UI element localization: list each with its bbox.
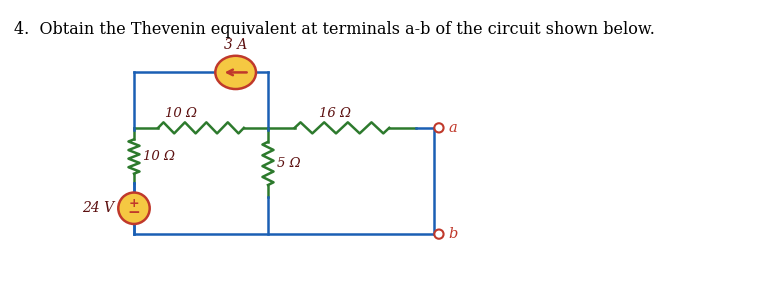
Circle shape [434, 123, 444, 132]
Text: 5 Ω: 5 Ω [278, 157, 301, 170]
Text: 24 V: 24 V [82, 201, 115, 215]
Ellipse shape [215, 56, 256, 89]
Circle shape [434, 229, 444, 239]
Circle shape [118, 193, 150, 224]
Text: 3 A: 3 A [224, 38, 248, 52]
Text: 10 Ω: 10 Ω [143, 150, 175, 163]
Text: −: − [128, 205, 141, 220]
Text: 16 Ω: 16 Ω [318, 107, 351, 119]
Text: 10 Ω: 10 Ω [165, 107, 197, 119]
Text: b: b [448, 227, 458, 241]
Text: +: + [128, 197, 139, 210]
Text: 4.  Obtain the Thevenin equivalent at terminals a-b of the circuit shown below.: 4. Obtain the Thevenin equivalent at ter… [14, 21, 654, 38]
Text: a: a [448, 121, 457, 135]
